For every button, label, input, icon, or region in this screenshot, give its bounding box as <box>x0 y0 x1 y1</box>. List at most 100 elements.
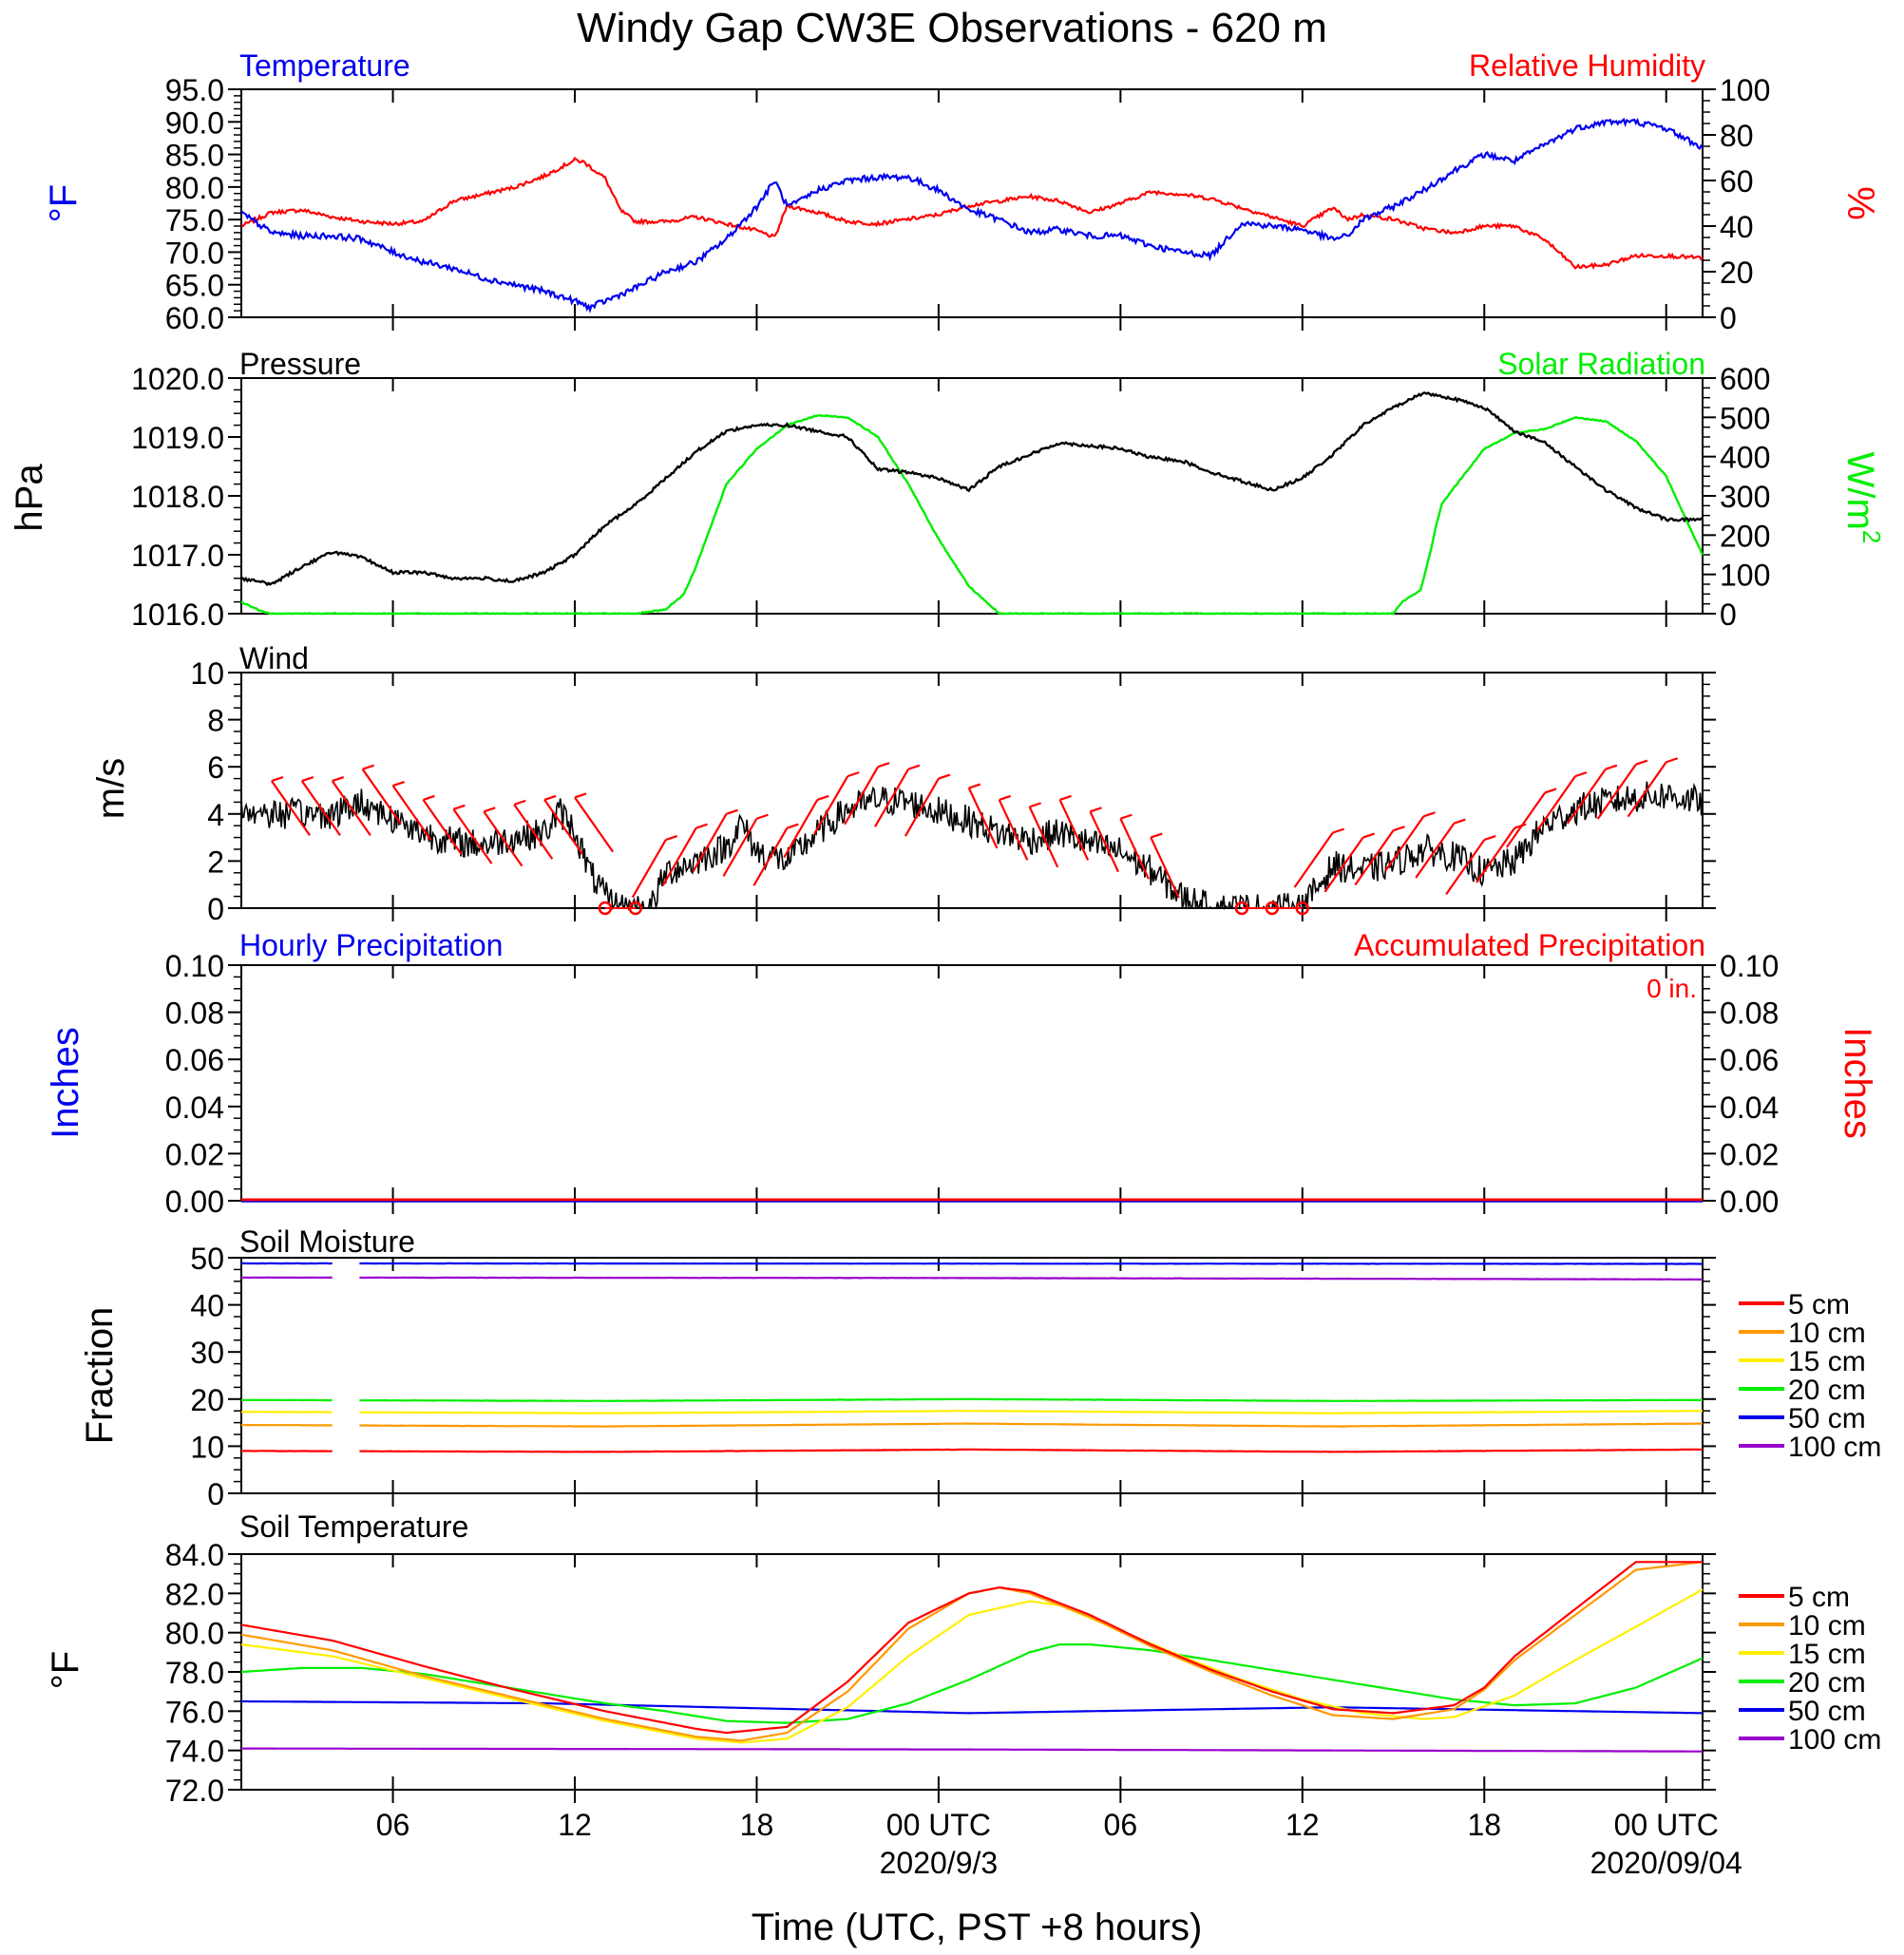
soil-moisture-line-20cm <box>241 1397 1704 1403</box>
wind-barb-44 <box>1535 775 1576 832</box>
soil-moisture-line-5cm <box>240 1448 1704 1453</box>
wind-barb-flag-44 <box>1574 771 1588 778</box>
wind-barb-flag-26 <box>1029 802 1041 808</box>
x-tick-label-2: 18 <box>740 1808 774 1842</box>
wind-barb-flag-24 <box>968 783 981 789</box>
stmp-left-tick-label-4: 80.0 <box>165 1617 224 1651</box>
wind-barb-21 <box>844 766 880 826</box>
rh-right-tick-label-5: 100 <box>1720 73 1770 107</box>
wind-barb-14 <box>631 839 667 899</box>
wind-barb-9 <box>513 804 554 860</box>
soil-temperature-legend-label-2: 15 cm <box>1788 1639 1866 1670</box>
x-tick-label-7: 00 UTC <box>1614 1808 1719 1842</box>
prec-r-right-tick-label-3: 0.06 <box>1720 1043 1779 1077</box>
prec-r-right-tick-label-5: 0.10 <box>1720 949 1779 983</box>
prec-frame <box>240 964 1704 1202</box>
soil-temperature-line-20cm <box>240 1643 1704 1724</box>
soil-temperature-legend-label-5: 100 cm <box>1788 1724 1881 1756</box>
wind-barb-46 <box>1596 764 1637 820</box>
wind-barb-flag-27 <box>1059 794 1072 801</box>
soil-moisture-title: Soil Moisture <box>239 1224 415 1259</box>
x-tick-label-0: 06 <box>376 1808 410 1842</box>
wind-barb-3 <box>331 780 371 837</box>
wind-title: Wind <box>239 641 309 675</box>
panel-precipitation: Hourly Precipitation Accumulated Precipi… <box>45 928 1878 1139</box>
soil-temperature-line-15cm <box>240 1588 1704 1744</box>
temp-left-tick-label-4: 80.0 <box>165 171 224 205</box>
x-tick-label-1: 12 <box>558 1808 592 1842</box>
wind-speed-line <box>240 781 1704 912</box>
wind-barb-25 <box>998 799 1029 861</box>
wind-barb-flag-37 <box>1362 832 1375 839</box>
prec-l-left-tick-label-2: 0.04 <box>165 1091 224 1125</box>
wind-left-tick-label-5: 10 <box>190 656 224 691</box>
solar-right-tick-label-2: 200 <box>1720 519 1770 553</box>
panel-temperature-humidity: Temperature Relative Humidity °F % <box>43 48 1881 222</box>
wind-barb-flag-23 <box>938 773 951 780</box>
soil-moisture-legend-label-1: 10 cm <box>1788 1318 1866 1349</box>
x-tick-label-5: 12 <box>1285 1808 1320 1842</box>
soil-moisture-line-10cm <box>240 1422 1704 1428</box>
soil-temperature-legend-label-0: 5 cm <box>1788 1582 1850 1613</box>
x-tick-label-6: 18 <box>1467 1808 1501 1842</box>
wind-barb-1 <box>271 780 311 837</box>
soil-moisture-line-15cm <box>240 1409 1704 1414</box>
solar-unit-label: W/m2 <box>1839 452 1886 544</box>
panel-wind: Wind m/s <box>90 641 309 819</box>
soil-temperature-line-100cm <box>241 1747 1703 1753</box>
wind-barb-flag-43 <box>1544 788 1557 794</box>
wind-barb-flag-41 <box>1483 835 1496 842</box>
temp-frame <box>240 88 1704 318</box>
wind-barb-flag-39 <box>1423 811 1436 818</box>
solar-right-tick-label-5: 500 <box>1720 401 1770 435</box>
wind-barb-flag-19 <box>816 794 829 801</box>
humidity-unit-label: % <box>1839 186 1881 220</box>
rh-right-tick-label-0: 0 <box>1720 301 1737 335</box>
hourly-precip-unit-label: Inches <box>45 1027 86 1139</box>
wind-barb-4 <box>361 769 402 825</box>
wind-barb-flag-30 <box>1150 832 1163 839</box>
smoi-frame <box>240 1257 1704 1494</box>
wind-barb-42 <box>1476 827 1516 883</box>
wind-unit-label: m/s <box>90 758 132 819</box>
prec-r-right-tick-label-2: 0.04 <box>1720 1091 1779 1125</box>
prec-l-left-tick-label-3: 0.06 <box>165 1043 224 1077</box>
wind-barb-26 <box>1028 806 1059 868</box>
wind-barb-28 <box>1089 810 1120 873</box>
pres-left-tick-label-2: 1018.0 <box>131 480 224 514</box>
figure-title: Windy Gap CW3E Observations - 620 m <box>577 5 1327 51</box>
x-date-label-7: 2020/09/04 <box>1590 1846 1742 1880</box>
wind-barb-8 <box>483 810 524 867</box>
wind-barb-11 <box>574 796 615 853</box>
temperature-title: Temperature <box>239 48 410 83</box>
soil-temperature-unit-label: °F <box>45 1651 86 1689</box>
relative-humidity-line <box>240 156 1704 271</box>
wind-barb-flag-11 <box>574 792 587 799</box>
rh-right-tick-label-2: 40 <box>1720 210 1754 244</box>
prec-l-left-tick-label-1: 0.02 <box>165 1137 224 1171</box>
wind-barb-flag-14 <box>665 835 678 842</box>
prec-l-left-tick-label-5: 0.10 <box>165 949 224 983</box>
wind-barb-43 <box>1506 791 1546 848</box>
wind-barb-flag-10 <box>543 794 557 801</box>
wind-barb-flag-1 <box>271 776 284 783</box>
soil-moisture-line-100cm <box>240 1276 1703 1281</box>
wind-barb-41 <box>1445 839 1486 896</box>
smoi-left-tick-label-3: 30 <box>190 1336 224 1370</box>
wind-barb-flag-3 <box>332 776 345 783</box>
soil-temperature-legend-label-3: 20 cm <box>1788 1667 1866 1699</box>
wind-barb-15 <box>661 827 697 886</box>
prec-l-left-tick-label-4: 0.08 <box>165 996 224 1031</box>
wind-barb-5 <box>391 785 432 842</box>
wind-barb-24 <box>967 788 999 849</box>
temp-left-tick-label-2: 70.0 <box>165 236 224 270</box>
wind-barb-7 <box>452 808 493 864</box>
wind-barb-39 <box>1384 815 1425 872</box>
accumulated-precipitation-total: 0 in. <box>1647 974 1697 1003</box>
wind-barb-flag-46 <box>1635 759 1648 766</box>
hourly-precipitation-title: Hourly Precipitation <box>239 928 503 962</box>
temp-left-tick-label-7: 95.0 <box>165 73 224 107</box>
temperature-line <box>240 117 1704 313</box>
wind-barb-38 <box>1354 829 1395 886</box>
wind-barb-flag-8 <box>483 807 496 813</box>
